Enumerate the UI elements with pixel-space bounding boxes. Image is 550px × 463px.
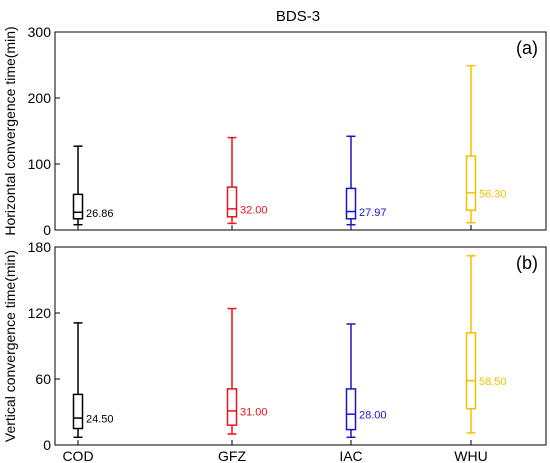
- y-tick-label: 0: [43, 437, 51, 453]
- y-axis-label: Vertical convergence time(min): [2, 250, 18, 442]
- median-label: 24.50: [86, 414, 114, 426]
- y-tick-label: 300: [28, 24, 52, 40]
- median-label: 31.00: [240, 406, 268, 418]
- y-axis-label: Horizontal convergence time(min): [2, 26, 18, 235]
- box-body: [465, 155, 477, 211]
- box-gfz: 31.00: [226, 307, 268, 435]
- box-cod: 24.50: [72, 322, 114, 439]
- x-category-label: GFZ: [218, 448, 246, 463]
- box-whu: 56.30: [465, 64, 507, 224]
- median-label: 56.30: [479, 188, 507, 200]
- panel-label: (b): [516, 253, 538, 273]
- box-whu: 58.50: [465, 255, 507, 434]
- y-tick-label: 180: [28, 239, 52, 255]
- median-label: 27.97: [359, 207, 387, 219]
- panel-label: (a): [516, 38, 538, 58]
- y-tick-label: 60: [35, 371, 51, 387]
- chart-title: BDS-3: [276, 8, 320, 25]
- box-body: [72, 393, 84, 430]
- y-tick-label: 100: [28, 156, 52, 172]
- y-tick-label: 120: [28, 305, 52, 321]
- box-body: [345, 187, 357, 220]
- box-body: [226, 186, 238, 218]
- box-iac: 27.97: [345, 135, 387, 226]
- box-body: [226, 388, 238, 426]
- x-category-label: COD: [62, 448, 93, 463]
- panel-b: 0 60 120 180 Vertical convergence time(min) (…: [2, 239, 547, 463]
- box-gfz: 32.00: [226, 136, 268, 225]
- median-label: 28.00: [359, 410, 387, 422]
- box-body: [345, 388, 357, 431]
- y-tick-label: 200: [28, 90, 52, 106]
- plot-frame: [54, 246, 547, 446]
- plot-frame: [54, 31, 547, 231]
- y-tick-label: 0: [43, 222, 51, 238]
- x-category-label: WHU: [454, 448, 487, 463]
- median-label: 32.00: [240, 204, 268, 216]
- median-label: 58.50: [479, 376, 507, 388]
- box-body: [465, 332, 477, 410]
- x-category-label: IAC: [339, 448, 362, 463]
- box-iac: 28.00: [345, 323, 387, 439]
- box-body: [72, 193, 84, 220]
- box-cod: 26.86: [72, 145, 114, 226]
- panel-a: 0 100 200 300 Horizontal convergence time(mi…: [2, 24, 547, 238]
- median-label: 26.86: [86, 208, 114, 220]
